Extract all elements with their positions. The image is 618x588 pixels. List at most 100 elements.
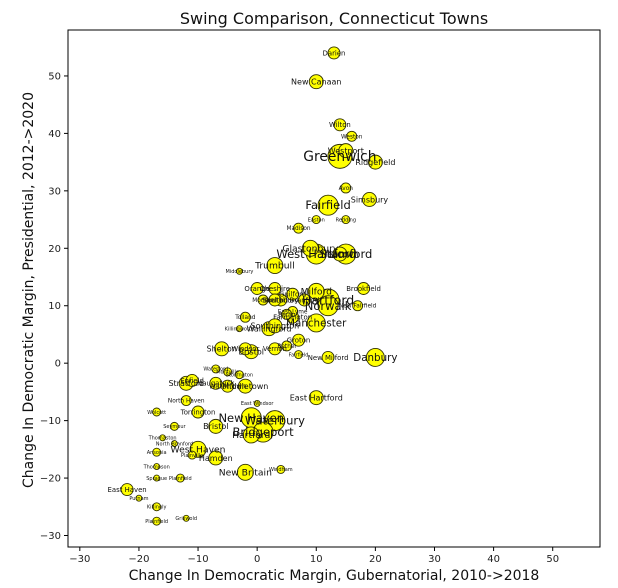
point-label: Plainfield xyxy=(145,519,168,525)
point-label: Thompson xyxy=(143,464,170,470)
point-label: Windham xyxy=(269,467,293,473)
point-label: Vernon xyxy=(263,345,287,353)
x-tick-label: 40 xyxy=(487,554,500,565)
data-point xyxy=(362,192,377,207)
point-label: Ansonia xyxy=(147,450,167,456)
point-label: Waterbury xyxy=(245,414,305,428)
data-point xyxy=(120,483,134,497)
point-label: Bethel xyxy=(277,344,296,350)
data-point xyxy=(281,340,293,352)
y-tick-label: −10 xyxy=(40,416,61,427)
data-point xyxy=(268,342,282,356)
point-label: East Lyme xyxy=(278,309,308,315)
point-label: Darien xyxy=(323,49,346,57)
y-tick-label: −30 xyxy=(40,531,61,542)
point-label: Stamford xyxy=(319,247,372,261)
point-label: Middletown xyxy=(222,382,268,391)
point-label: Ridgefield xyxy=(355,158,395,167)
point-label: East Windsor xyxy=(241,401,275,407)
data-point xyxy=(238,342,252,356)
y-axis-label: Change In Democratic Margin, Presidentia… xyxy=(21,92,37,488)
point-label: Waterford xyxy=(203,367,228,373)
data-point xyxy=(292,333,305,347)
data-point xyxy=(268,293,282,307)
point-label: Wallingford xyxy=(246,325,291,334)
data-point xyxy=(211,364,221,374)
data-point xyxy=(317,194,339,216)
data-point xyxy=(236,463,254,481)
point-label: North Branford xyxy=(156,441,193,447)
point-label: Westport xyxy=(328,146,364,155)
data-point xyxy=(152,502,162,512)
point-label: West Haven xyxy=(171,445,226,456)
data-point xyxy=(352,300,364,312)
point-label: Bristol xyxy=(239,348,264,357)
data-point xyxy=(159,434,167,442)
data-point xyxy=(308,390,324,406)
data-point xyxy=(250,282,264,295)
point-label: East Hartford xyxy=(290,393,343,402)
x-tick-label: 0 xyxy=(254,554,260,565)
point-label: Enfield xyxy=(180,377,204,385)
data-point xyxy=(175,473,185,483)
data-point xyxy=(169,421,179,431)
point-label: Easton xyxy=(308,217,325,223)
data-point xyxy=(234,370,244,380)
point-label: Wilton xyxy=(329,121,351,129)
point-label: Berlin xyxy=(278,312,295,318)
y-tick-label: 50 xyxy=(48,71,61,82)
point-label: Avon xyxy=(339,186,354,192)
point-label: New Haven xyxy=(218,411,284,425)
y-tick-label: −20 xyxy=(40,474,61,485)
point-label: Middlebury xyxy=(225,269,253,275)
data-point xyxy=(338,143,354,159)
data-point xyxy=(208,450,224,466)
data-point xyxy=(286,287,300,301)
data-point xyxy=(239,311,251,323)
point-label: Hamden xyxy=(199,454,233,463)
y-tick-label: 30 xyxy=(48,186,61,197)
point-label: Plainfield xyxy=(169,476,192,482)
point-label: Putnam xyxy=(129,496,148,502)
data-point xyxy=(214,341,230,357)
data-point xyxy=(237,378,253,394)
data-point xyxy=(281,308,293,320)
point-label: Hartford xyxy=(302,292,354,307)
point-label: Danbury xyxy=(353,352,397,364)
point-label: New Canaan xyxy=(291,78,341,87)
point-label: Weston xyxy=(341,134,363,140)
point-label: North Haven xyxy=(168,399,205,405)
point-label: Southington xyxy=(251,322,300,331)
data-point xyxy=(297,293,311,307)
chart-title: Swing Comparison, Connecticut Towns xyxy=(180,9,488,28)
x-tick-label: 50 xyxy=(546,554,559,565)
data-point xyxy=(152,447,162,457)
point-label: Torrington xyxy=(180,408,216,416)
data-point xyxy=(257,294,269,306)
point-label: Hartford xyxy=(232,430,270,441)
data-point xyxy=(152,516,162,526)
data-point xyxy=(209,376,223,390)
x-tick-label: 30 xyxy=(428,554,441,565)
data-point xyxy=(321,350,335,364)
point-label: Wolcott xyxy=(147,410,166,416)
point-label: Trumbull xyxy=(254,261,295,272)
point-label: New Britain xyxy=(219,468,272,479)
point-label: Brookfield xyxy=(346,285,381,293)
data-point xyxy=(308,74,324,90)
data-point xyxy=(180,395,192,406)
data-point xyxy=(365,347,385,367)
data-point xyxy=(340,182,352,194)
data-point xyxy=(276,465,286,474)
data-point xyxy=(332,246,348,262)
data-point xyxy=(235,267,243,275)
point-label: Redding xyxy=(336,217,356,223)
x-axis-label: Change In Democratic Margin, Gubernatori… xyxy=(129,568,540,584)
data-point xyxy=(208,418,224,434)
data-point xyxy=(185,373,199,387)
data-point xyxy=(327,46,341,60)
y-tick-label: 0 xyxy=(55,359,61,370)
x-tick-label: 10 xyxy=(310,554,323,565)
data-point xyxy=(191,405,205,419)
point-label: Fairfield xyxy=(305,198,350,212)
